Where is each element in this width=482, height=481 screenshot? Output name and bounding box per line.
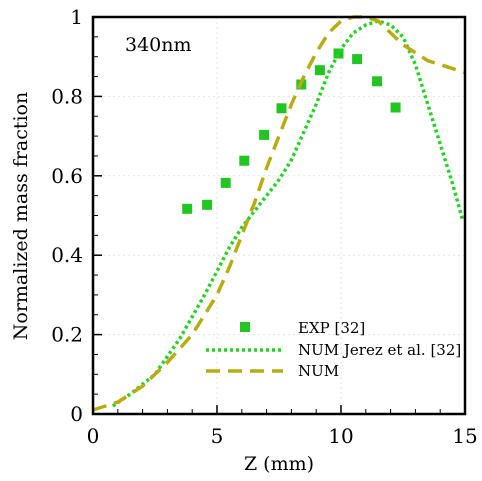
x-tick-label: 0 <box>87 424 100 448</box>
x-tick-label: 10 <box>328 424 353 448</box>
y-tick-label: 1 <box>70 5 83 29</box>
y-tick-label: 0 <box>70 402 83 426</box>
chart-series <box>92 15 466 412</box>
exp-data-point <box>239 155 250 166</box>
series-line-num <box>92 15 466 412</box>
grid-lines <box>93 17 465 414</box>
legend-label-jerez: NUM Jerez et al. [32] <box>298 341 461 359</box>
y-tick-label: 0.4 <box>51 243 83 267</box>
y-tick-label: 0.8 <box>51 84 83 108</box>
exp-data-point <box>259 129 270 140</box>
exp-data-point <box>390 102 401 113</box>
legend-label-num: NUM <box>298 362 339 380</box>
legend: EXP [32] NUM Jerez et al. [32] NUM <box>206 319 461 380</box>
exp-data-point <box>333 48 344 59</box>
x-axis-title: Z (mm) <box>244 453 314 475</box>
exp-data-point <box>220 177 231 188</box>
annotation-wavelength: 340nm <box>125 34 192 56</box>
x-tick-label: 15 <box>452 424 477 448</box>
exp-data-point <box>182 203 193 214</box>
y-axis-title: Normalized mass fraction <box>10 92 32 340</box>
x-tick-label: 5 <box>211 424 224 448</box>
exp-data-point <box>352 54 363 65</box>
legend-marker-exp <box>240 322 250 332</box>
exp-data-point <box>314 65 325 76</box>
exp-data-point <box>276 103 287 114</box>
exp-data-point <box>202 199 213 210</box>
y-tick-label: 0.6 <box>51 164 83 188</box>
legend-label-exp: EXP [32] <box>298 319 365 337</box>
y-tick-label: 0.2 <box>51 323 83 347</box>
axis-ticks: 0 5 10 15 0 0.2 0.4 0.6 0.8 1 <box>51 5 478 448</box>
exp-data-point <box>372 76 382 87</box>
series-line-num-jerez <box>111 19 465 408</box>
